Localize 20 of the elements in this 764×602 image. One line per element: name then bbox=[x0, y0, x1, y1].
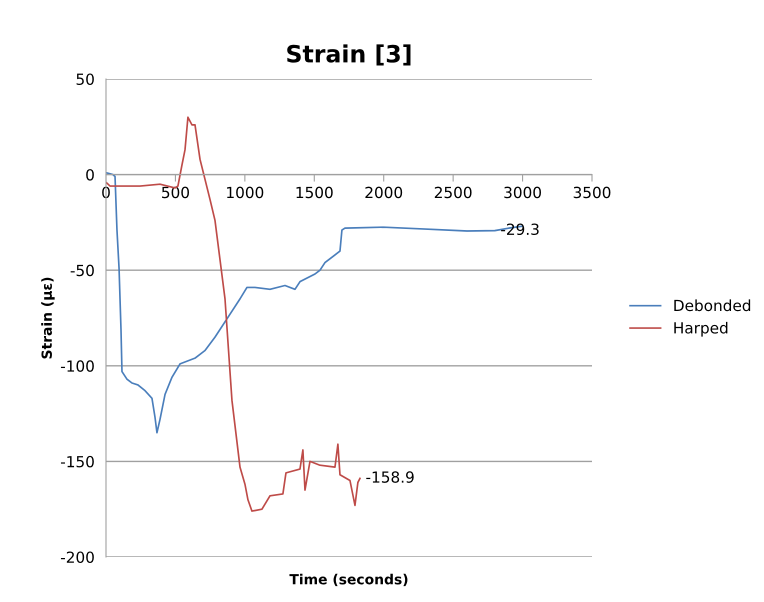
x-tick-label: 2000 bbox=[365, 186, 402, 198]
chart-title: Strain [3] bbox=[287, 44, 410, 66]
y-tick-label: -50 bbox=[70, 264, 94, 276]
annotation: -29.3 bbox=[501, 224, 539, 236]
annotation: -158.9 bbox=[366, 471, 414, 483]
x-axis-title: Time (seconds) bbox=[289, 574, 408, 586]
y-tick-label: 50 bbox=[76, 73, 94, 86]
x-tick-label: 3000 bbox=[504, 186, 541, 198]
y-axis-title: Strain (με) bbox=[41, 278, 55, 358]
y-tick-label: 0 bbox=[86, 169, 94, 181]
y-tick-label: -100 bbox=[60, 360, 94, 372]
x-tick-label: 1000 bbox=[227, 186, 264, 198]
x-tick-label: 500 bbox=[162, 186, 189, 198]
y-tick-label: -150 bbox=[60, 456, 94, 468]
x-tick-label: 1500 bbox=[296, 186, 333, 198]
legend-label: Debonded bbox=[674, 299, 750, 312]
x-tick-label: 2500 bbox=[434, 186, 472, 198]
legend-label: Harped bbox=[674, 322, 728, 337]
y-tick-label: -200 bbox=[60, 551, 94, 564]
x-tick-label: 3500 bbox=[574, 186, 610, 198]
